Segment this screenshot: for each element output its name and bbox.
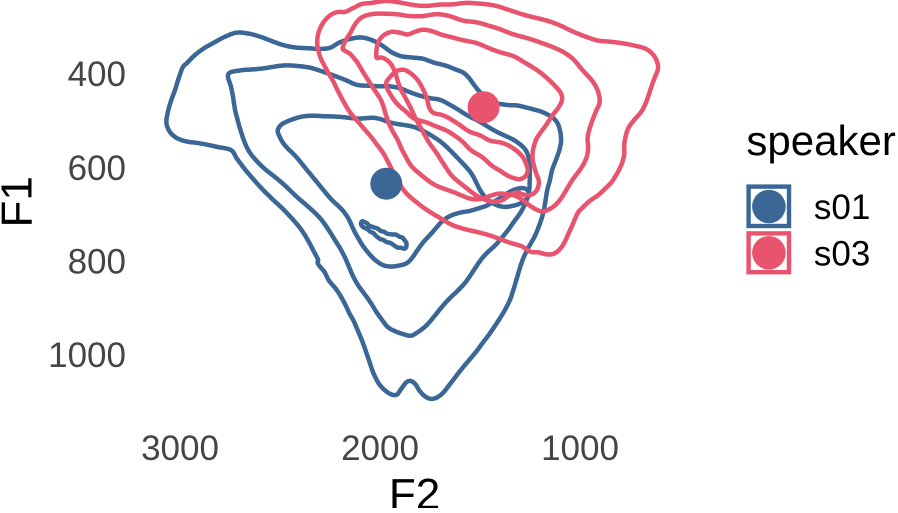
svg-text:2000: 2000 — [341, 429, 419, 468]
svg-text:s03: s03 — [814, 235, 870, 274]
svg-text:1000: 1000 — [48, 336, 126, 375]
svg-text:speaker: speaker — [746, 117, 895, 164]
svg-text:1000: 1000 — [541, 429, 619, 468]
svg-text:600: 600 — [68, 149, 126, 188]
svg-text:800: 800 — [68, 243, 126, 282]
svg-text:s01: s01 — [814, 188, 870, 227]
svg-text:3000: 3000 — [141, 429, 219, 468]
svg-text:400: 400 — [68, 55, 126, 94]
svg-text:F1: F1 — [0, 176, 42, 227]
svg-text:F2: F2 — [389, 470, 440, 508]
